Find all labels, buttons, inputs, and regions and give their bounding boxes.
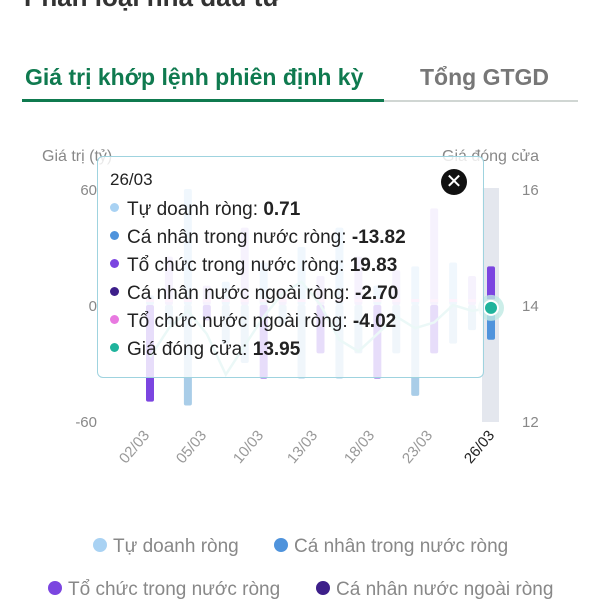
tooltip-label: Cá nhân trong nước ròng: — [127, 227, 352, 248]
tooltip-label: Giá đóng cửa: — [127, 339, 253, 360]
x-axis-tick: 26/03 — [461, 427, 498, 467]
legend-dot-icon — [48, 580, 62, 595]
tooltip-row: Tổ chức nước ngoài ròng: -4.02 — [110, 311, 396, 333]
legend-item-prop-trading[interactable]: Tự doanh ròng — [93, 536, 239, 558]
tooltip-label: Cá nhân nước ngoài ròng: — [127, 283, 355, 304]
series-dot-icon — [110, 259, 119, 269]
tooltip-date: 26/03 — [110, 170, 153, 189]
series-dot-icon — [110, 231, 119, 241]
series-dot-icon — [110, 287, 119, 297]
legend-label: Tự doanh ròng — [113, 536, 239, 557]
series-dot-icon — [110, 343, 119, 353]
close-icon[interactable]: ✕ — [441, 169, 467, 195]
right-axis-tick: 16 — [522, 182, 539, 199]
x-axis-tick: 13/03 — [284, 427, 321, 467]
legend-item-domestic-institution[interactable]: Tổ chức trong nước ròng — [48, 579, 280, 601]
tab-total-value[interactable]: Tổng GTGD — [420, 64, 550, 90]
tab-active-indicator — [22, 99, 384, 102]
legend-item-foreign-individual[interactable]: Cá nhân nước ngoài ròng — [316, 579, 553, 601]
right-axis-tick: 12 — [522, 414, 539, 431]
tooltip-row: Cá nhân trong nước ròng: -13.82 — [110, 227, 406, 249]
tooltip-label: Tự doanh ròng: — [127, 199, 264, 220]
tooltip-row: Tự doanh ròng: 0.71 — [110, 199, 300, 221]
tab-matched-value[interactable]: Giá trị khớp lệnh phiên định kỳ — [25, 64, 364, 90]
legend-label: Cá nhân trong nước ròng — [294, 536, 509, 557]
tooltip-value: 13.95 — [252, 339, 301, 360]
tooltip-value: -13.82 — [351, 227, 406, 248]
tooltip-label: Tổ chức nước ngoài ròng: — [127, 311, 353, 332]
legend-label: Tổ chức trong nước ròng — [68, 579, 281, 600]
x-axis-tick: 10/03 — [230, 427, 267, 467]
x-axis-tick: 23/03 — [399, 427, 436, 467]
tooltip-row: Cá nhân nước ngoài ròng: -2.70 — [110, 283, 398, 305]
tooltip-row: Giá đóng cửa: 13.95 — [110, 339, 300, 361]
tooltip-value: -2.70 — [355, 283, 399, 304]
legend-dot-icon — [274, 537, 288, 552]
tooltip-row: Tổ chức trong nước ròng: 19.83 — [110, 255, 397, 277]
legend-dot-icon — [316, 580, 330, 595]
legend-item-domestic-individual[interactable]: Cá nhân trong nước ròng — [274, 536, 508, 558]
series-dot-icon — [110, 203, 119, 213]
tooltip-label: Tổ chức trong nước ròng: — [127, 255, 350, 276]
x-axis-tick: 05/03 — [173, 427, 210, 467]
right-axis-tick: 14 — [522, 298, 539, 315]
legend-dot-icon — [93, 537, 107, 552]
left-axis-title: Giá trị (tỷ) — [42, 148, 113, 165]
tab-bar: Giá trị khớp lệnh phiên định kỳ Tổng GTG… — [0, 58, 600, 110]
x-axis-tick: 18/03 — [341, 427, 378, 467]
left-axis-tick: -60 — [75, 414, 97, 431]
tooltip-value: -4.02 — [352, 311, 397, 332]
close-price-point — [483, 299, 499, 316]
left-axis-tick: 60 — [80, 182, 97, 199]
x-axis-tick: 02/03 — [116, 427, 153, 467]
series-dot-icon — [110, 315, 119, 325]
chart-tooltip: 26/03 ✕ Tự doanh ròng: 0.71 Cá nhân tron… — [97, 156, 484, 378]
tooltip-value: 0.71 — [263, 199, 301, 220]
section-title: Phân loại nhà đầu tư — [24, 0, 281, 13]
legend-label: Cá nhân nước ngoài ròng — [336, 579, 554, 600]
tooltip-value: 19.83 — [349, 255, 398, 276]
left-axis-tick: 0 — [89, 298, 97, 315]
